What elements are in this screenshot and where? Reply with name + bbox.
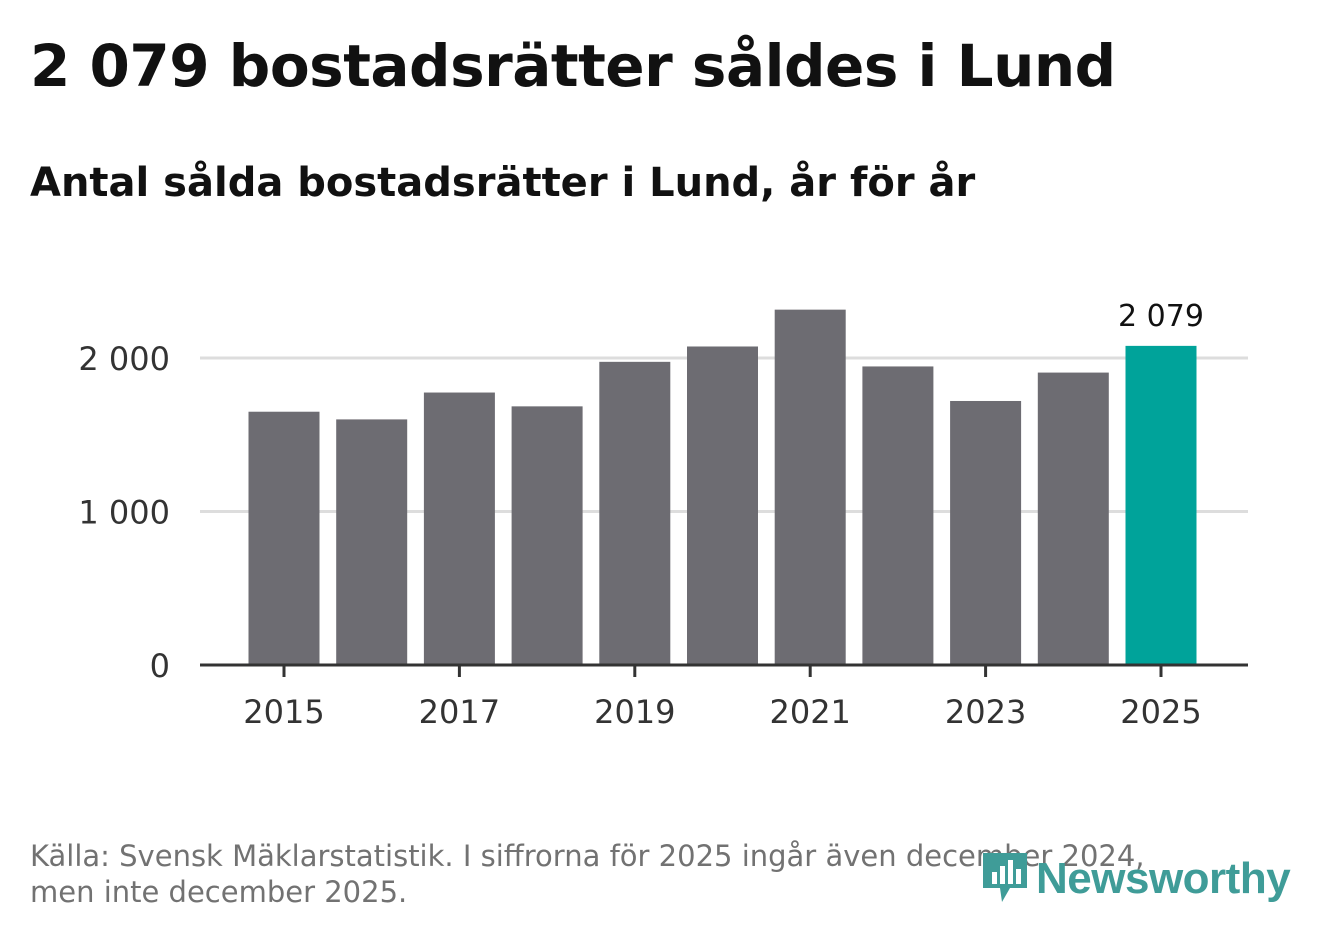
data-labels: 2 079 xyxy=(1118,299,1204,334)
newsworthy-logo[interactable]: Newsworthy xyxy=(980,850,1291,908)
x-tick-label: 2025 xyxy=(1120,693,1201,731)
x-tick-label: 2023 xyxy=(945,693,1026,731)
bar-chart: 0 1 000 2 000 2015 2017 2019 2021 2023 2025 2 0… xyxy=(78,299,1248,731)
y-tick-label: 0 xyxy=(150,647,170,685)
source-note: Källa: Svensk Mäklarstatistik. I siffror… xyxy=(30,838,1230,910)
y-tick-label: 2 000 xyxy=(78,340,170,378)
highlight-value-label: 2 079 xyxy=(1118,299,1204,334)
y-axis-ticks: 0 1 000 2 000 xyxy=(78,340,170,685)
x-axis-ticks: 2015 2017 2019 2021 2023 2025 xyxy=(243,665,1202,731)
x-tick-label: 2021 xyxy=(769,693,850,731)
y-tick-label: 1 000 xyxy=(78,494,170,532)
chart-title: 2 079 bostadsrätter såldes i Lund xyxy=(30,32,1116,100)
bar-2024[interactable] xyxy=(1037,372,1109,665)
bar-2025[interactable] xyxy=(1125,345,1197,665)
bar-2019[interactable] xyxy=(599,361,671,665)
bar-2023[interactable] xyxy=(950,400,1022,665)
chat-bar-chart-icon xyxy=(983,853,1027,902)
x-tick-label: 2019 xyxy=(594,693,675,731)
bar-2021[interactable] xyxy=(774,309,846,665)
bar-2016[interactable] xyxy=(336,419,408,665)
bar-2020[interactable] xyxy=(687,346,758,665)
x-tick-label: 2017 xyxy=(419,693,500,731)
bar-2022[interactable] xyxy=(862,366,934,665)
bar-2018[interactable] xyxy=(511,406,583,665)
bar-2015[interactable] xyxy=(248,411,320,665)
x-tick-label: 2015 xyxy=(243,693,324,731)
brand-name: Newsworthy xyxy=(1036,854,1291,903)
source-line-1: Källa: Svensk Mäklarstatistik. I siffror… xyxy=(30,839,1145,873)
source-line-2: men inte december 2025. xyxy=(30,875,408,909)
bars xyxy=(248,309,1197,665)
bar-2017[interactable] xyxy=(423,392,495,665)
chart-subtitle: Antal sålda bostadsrätter i Lund, år för… xyxy=(30,160,976,206)
